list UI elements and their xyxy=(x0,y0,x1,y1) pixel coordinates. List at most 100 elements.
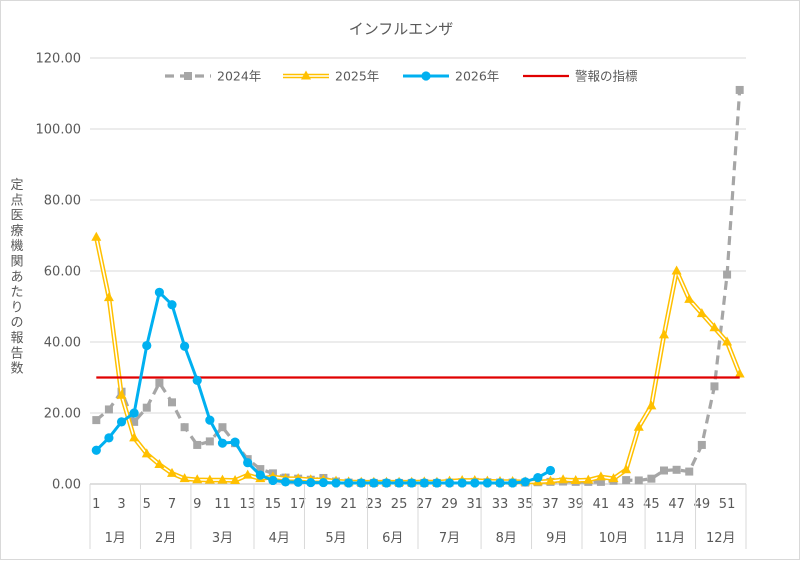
x-tick-label: 15 xyxy=(265,497,282,512)
month-label: 1月 xyxy=(105,531,126,546)
line-2026 xyxy=(95,290,552,485)
data-point-2026 xyxy=(533,473,543,483)
data-point-2024 xyxy=(218,423,227,432)
data-point-2026 xyxy=(116,417,127,427)
data-point-2026 xyxy=(421,71,431,81)
data-point-2026 xyxy=(394,478,404,488)
series-2024 xyxy=(92,85,744,487)
data-point-2026 xyxy=(230,437,240,447)
data-point-2025 xyxy=(301,70,311,80)
data-point-2026 xyxy=(142,340,152,351)
month-label: 8月 xyxy=(496,531,517,546)
data-point-2026 xyxy=(520,477,530,487)
chart-title: インフルエンザ xyxy=(349,20,454,38)
legend-label: 2025年 xyxy=(335,69,379,84)
data-point-2025 xyxy=(734,368,745,378)
y-axis-label: 定点医療機関あたりの報告数 xyxy=(10,178,23,377)
data-point-2024 xyxy=(697,440,706,449)
data-point-2024 xyxy=(672,465,681,474)
data-point-2026 xyxy=(104,433,114,443)
data-point-2024 xyxy=(685,467,694,476)
data-point-2026 xyxy=(280,477,291,487)
data-point-2026 xyxy=(545,465,556,476)
x-tick-label: 25 xyxy=(391,497,408,512)
data-point-2026 xyxy=(255,470,265,480)
data-point-2025 xyxy=(595,471,606,481)
data-point-2025 xyxy=(570,474,581,484)
month-label: 9月 xyxy=(546,531,567,546)
data-point-2026 xyxy=(457,478,467,488)
data-point-2024 xyxy=(130,417,139,426)
month-label: 2月 xyxy=(155,531,176,546)
data-point-2025 xyxy=(671,265,682,275)
data-point-2025 xyxy=(684,293,695,303)
data-point-2026 xyxy=(508,478,518,488)
data-point-2024 xyxy=(723,270,732,279)
data-point-2025 xyxy=(103,292,114,302)
data-point-2024 xyxy=(710,382,719,391)
legend-item: 2024年 xyxy=(165,69,261,84)
data-point-2024 xyxy=(735,85,744,94)
data-point-2025 xyxy=(696,308,707,318)
data-point-2024 xyxy=(205,437,214,446)
month-label: 10月 xyxy=(599,531,629,546)
data-point-2025 xyxy=(608,473,619,483)
data-point-2024 xyxy=(184,72,192,80)
data-point-2024 xyxy=(142,403,151,412)
x-tick-label: 49 xyxy=(694,497,711,512)
data-point-2025 xyxy=(621,464,632,474)
data-point-2024 xyxy=(634,476,643,485)
line-2025-inner xyxy=(95,237,741,484)
y-tick-label: 40.00 xyxy=(44,336,81,351)
month-label: 6月 xyxy=(382,531,403,546)
y-tick-label: 20.00 xyxy=(44,407,81,422)
data-point-2025 xyxy=(192,474,203,484)
data-point-2026 xyxy=(419,478,429,488)
month-label: 11月 xyxy=(656,531,686,546)
data-point-2026 xyxy=(154,287,164,297)
data-point-2026 xyxy=(217,438,228,448)
data-point-2026 xyxy=(331,478,341,488)
data-point-2025 xyxy=(558,474,569,484)
x-tick-label: 9 xyxy=(193,497,201,512)
data-point-2026 xyxy=(495,478,505,488)
data-point-2026 xyxy=(444,478,455,488)
data-point-2026 xyxy=(243,458,253,468)
data-point-2025 xyxy=(583,474,594,484)
legend-label: 2024年 xyxy=(217,69,261,84)
data-point-2025 xyxy=(129,432,140,442)
x-tick-label: 7 xyxy=(168,497,176,512)
y-tick-label: 0.00 xyxy=(52,478,81,493)
data-point-2025 xyxy=(167,467,177,477)
legend-label: 2026年 xyxy=(455,69,499,84)
data-point-2026 xyxy=(293,477,303,487)
series-2026 xyxy=(91,287,556,488)
data-point-2025 xyxy=(204,474,215,484)
data-point-2025 xyxy=(230,474,241,484)
data-point-2025 xyxy=(709,322,720,332)
data-point-2025 xyxy=(91,231,102,241)
data-point-2026 xyxy=(306,477,316,488)
x-tick-label: 1 xyxy=(92,497,100,512)
data-point-2026 xyxy=(344,478,354,488)
data-point-2025 xyxy=(242,469,253,479)
data-point-2024 xyxy=(256,465,265,474)
data-point-2024 xyxy=(596,477,605,486)
x-tick-label: 37 xyxy=(542,497,559,512)
data-point-2025 xyxy=(545,475,556,485)
data-point-2024 xyxy=(92,416,101,425)
x-tick-label: 13 xyxy=(239,497,256,512)
data-point-2024 xyxy=(647,474,656,483)
y-tick-label: 120.00 xyxy=(36,52,82,67)
data-point-2026 xyxy=(407,478,417,488)
x-tick-label: 5 xyxy=(143,497,151,512)
x-tick-label: 39 xyxy=(567,497,584,512)
x-tick-label: 27 xyxy=(416,497,433,512)
data-point-2026 xyxy=(432,478,442,488)
data-point-2026 xyxy=(180,341,190,351)
month-label: 7月 xyxy=(439,531,460,546)
x-tick-label: 43 xyxy=(618,497,635,512)
data-point-2025 xyxy=(217,474,228,484)
